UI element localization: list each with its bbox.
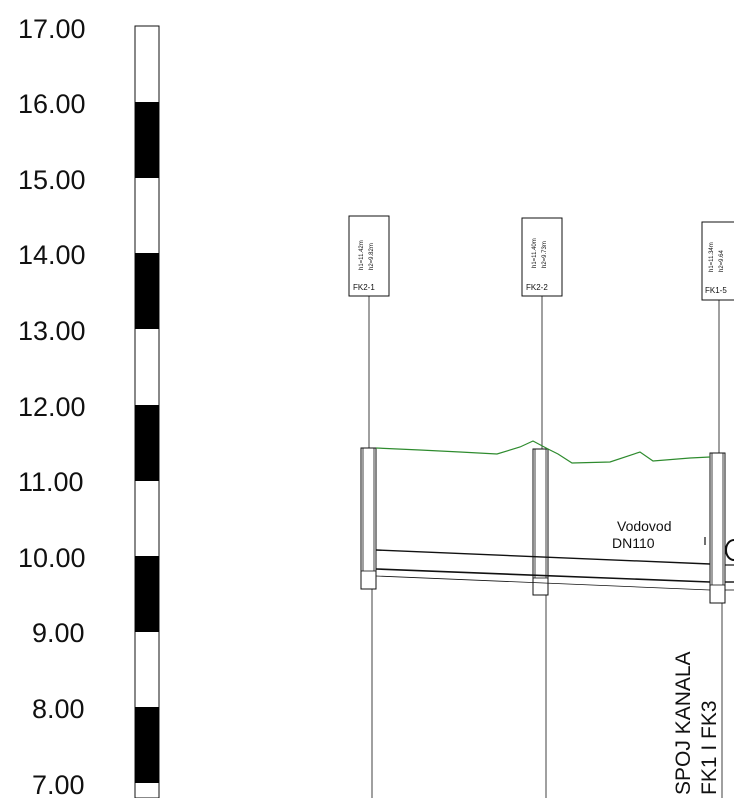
elevation-label-15: 15.00	[18, 165, 86, 195]
manhole-h2: h2=9.82m	[369, 243, 375, 270]
terrain-line	[375, 440, 711, 464]
manhole-fk2-2: h1=11.40m h2=9.73m FK2-2	[521, 217, 563, 798]
water-main-label-2: DN110	[612, 535, 655, 551]
pipe-bedding-line	[375, 575, 711, 591]
manhole-h1: h1=11.40m	[532, 238, 538, 268]
manhole-label-box	[348, 215, 390, 297]
scale-block-16-15	[135, 102, 159, 178]
manhole-id: FK1-5	[705, 286, 727, 295]
manhole-label-box	[521, 217, 563, 297]
junction-label-2: FK1 I FK3	[698, 700, 721, 795]
elevation-labels: 17.00 16.00 15.00 14.00 13.00 12.00 11.0…	[18, 14, 86, 798]
sewer-pipe	[375, 549, 734, 591]
manhole-fk2-1: h1=11.42m h2=9.82m FK2-1	[348, 215, 390, 798]
scale-block-14-13	[135, 253, 159, 329]
elevation-scale-bar	[134, 25, 160, 798]
elevation-label-12: 12.00	[18, 392, 86, 422]
pipe-invert-line	[375, 568, 711, 583]
manhole-shaft	[360, 447, 377, 590]
elevation-label-11: 11.00	[18, 467, 84, 497]
elevation-label-8: 8.00	[32, 694, 85, 724]
pipe-crown-line	[375, 549, 711, 565]
manhole-h2: h2=9.73m	[542, 241, 548, 268]
manhole-shaft	[709, 452, 726, 604]
elevation-label-13: 13.00	[18, 316, 86, 346]
scale-block-12-11	[135, 405, 159, 481]
manhole-shaft	[532, 448, 549, 596]
manhole-id: FK2-2	[526, 283, 548, 292]
scale-block-10-9	[135, 556, 159, 632]
manhole-id: FK2-1	[353, 283, 375, 292]
elevation-label-9: 9.00	[32, 618, 85, 648]
elevation-label-10: 10.00	[18, 543, 86, 573]
manhole-fk1-5: h1=11.34m h2=9.64 FK1-5	[701, 221, 734, 798]
elevation-label-17: 17.00	[18, 14, 86, 44]
water-main-pipe-section	[725, 539, 734, 561]
elevation-label-7: 7.00	[32, 770, 85, 798]
junction-annotation: SPOJ KANALA FK1 I FK3	[672, 651, 721, 795]
elevation-label-16: 16.00	[18, 89, 86, 119]
water-main-label-1: Vodovod	[617, 518, 672, 534]
manhole-label-box	[701, 221, 734, 301]
manhole-h1: h1=11.34m	[709, 242, 715, 272]
junction-label-1: SPOJ KANALA	[672, 651, 695, 795]
manhole-h1: h1=11.42m	[359, 240, 365, 270]
elevation-label-14: 14.00	[18, 240, 86, 270]
scale-block-8-7	[135, 707, 159, 783]
water-main-crossing: Vodovod DN110	[612, 518, 734, 561]
manhole-h2: h2=9.64	[719, 249, 725, 272]
